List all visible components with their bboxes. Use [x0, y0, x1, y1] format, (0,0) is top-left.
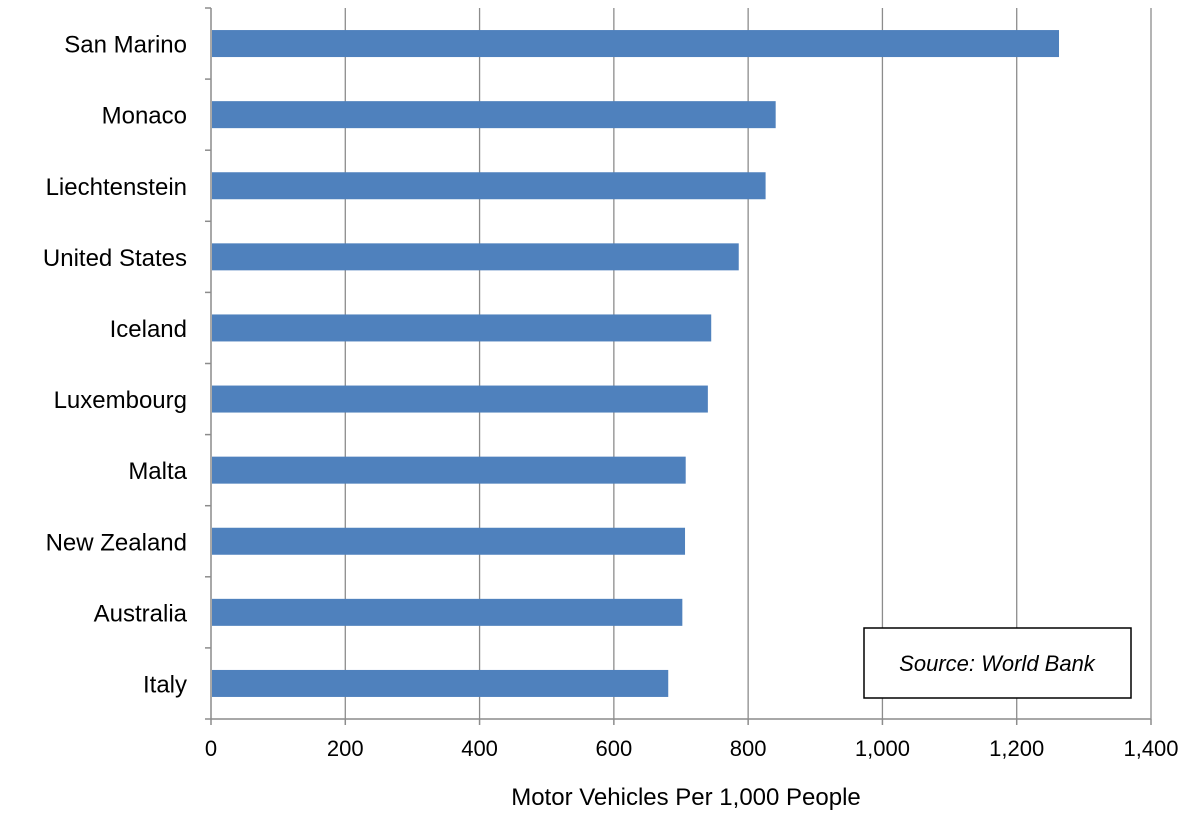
- x-tick-label: 1,400: [1123, 736, 1178, 761]
- x-tick-label: 1,200: [989, 736, 1044, 761]
- bar: [212, 385, 708, 413]
- category-label: New Zealand: [46, 529, 187, 556]
- bar: [212, 456, 686, 484]
- x-tick-label: 600: [595, 736, 632, 761]
- category-label: Malta: [128, 458, 187, 485]
- category-label: Luxembourg: [54, 387, 187, 414]
- bar-series: [212, 30, 1060, 697]
- source-text: Source: World Bank: [899, 651, 1096, 676]
- x-tick-label: 400: [461, 736, 498, 761]
- category-label: Monaco: [102, 103, 187, 130]
- bar: [212, 527, 686, 555]
- source-annotation: Source: World Bank: [863, 627, 1132, 699]
- x-tick-label: 800: [730, 736, 767, 761]
- x-tick-label: 0: [205, 736, 217, 761]
- bar: [212, 172, 766, 200]
- bar: [212, 314, 712, 342]
- tick-labels: 0 200 400 600 800 1,000 1,200 1,400: [205, 736, 1179, 761]
- x-axis-title: Motor Vehicles Per 1,000 People: [511, 784, 861, 811]
- category-labels: San Marino Monaco Liechtenstein United Stat…: [43, 32, 188, 699]
- axes: [205, 7, 1152, 725]
- category-label: Italy: [143, 671, 187, 698]
- x-tick-label: 1,000: [855, 736, 910, 761]
- bar: [212, 30, 1060, 58]
- bar: [212, 243, 739, 271]
- category-label: Liechtenstein: [46, 174, 187, 201]
- bar: [212, 598, 683, 626]
- bar: [212, 101, 776, 129]
- category-label: San Marino: [64, 32, 187, 59]
- source-box: [863, 627, 1132, 699]
- category-label: Iceland: [110, 316, 187, 343]
- category-label: Australia: [94, 600, 188, 627]
- bar: [212, 669, 669, 697]
- category-label: United States: [43, 245, 187, 272]
- x-tick-label: 200: [327, 736, 364, 761]
